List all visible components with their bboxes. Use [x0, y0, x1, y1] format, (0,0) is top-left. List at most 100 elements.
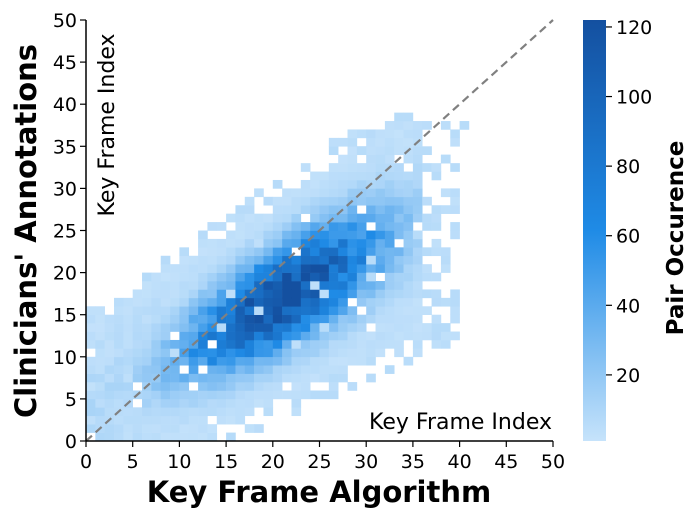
heatmap-cell: [356, 129, 367, 139]
heatmap-cell: [375, 154, 386, 164]
heatmap-cell: [142, 407, 152, 417]
heatmap-cell: [328, 382, 339, 391]
heatmap-cell: [375, 188, 386, 198]
heatmap-cell: [338, 373, 348, 383]
heatmap-cell: [95, 314, 105, 324]
heatmap-cell: [104, 407, 115, 417]
heatmap-cell: [282, 331, 292, 341]
x-tick-label: 25: [307, 451, 331, 473]
heatmap-cell: [254, 331, 264, 341]
heatmap-cell: [226, 230, 236, 240]
x-tick-label: 20: [261, 451, 285, 473]
heatmap-cell: [207, 356, 218, 366]
heatmap-cell: [412, 171, 423, 181]
heatmap-cell: [375, 281, 386, 290]
heatmap-cell: [216, 289, 227, 299]
heatmap-cell: [403, 188, 414, 198]
heatmap-cell: [179, 272, 190, 282]
heatmap-cell: [244, 213, 255, 223]
heatmap-cell: [338, 314, 348, 324]
heatmap-cell: [300, 255, 311, 265]
heatmap-cell: [291, 264, 302, 273]
heatmap-cell: [179, 415, 190, 425]
heatmap-cell: [244, 323, 255, 332]
heatmap-cell: [198, 238, 208, 248]
heatmap-cell: [328, 348, 339, 358]
colorbar: 20 40 60 80 100 120: [583, 17, 652, 441]
heatmap-cell: [216, 247, 227, 257]
heatmap-cell: [244, 264, 255, 273]
heatmap-cell: [422, 121, 432, 130]
heatmap-cell: [366, 348, 376, 358]
heatmap-cell: [263, 390, 274, 400]
heatmap-cell: [272, 297, 283, 307]
colorbar-title: Pair Occurence: [663, 141, 689, 336]
heatmap-cell: [291, 407, 302, 417]
heatmap-cell: [328, 272, 339, 282]
heatmap-cell: [347, 281, 358, 290]
heatmap-cell: [207, 382, 218, 391]
heatmap-cell: [170, 382, 180, 391]
heatmap-cell: [310, 306, 320, 315]
heatmap-cell: [114, 373, 124, 383]
heatmap-cell: [412, 196, 423, 206]
heatmap-cell: [319, 323, 330, 332]
heatmap-cell: [123, 424, 133, 433]
heatmap-cell: [226, 314, 236, 324]
heatmap-cell: [272, 356, 283, 366]
heatmap-cell: [328, 238, 339, 248]
heatmap-cell: [300, 272, 311, 282]
heatmap-cell: [263, 365, 274, 374]
heatmap-cell: [384, 179, 395, 189]
heatmap-cell: [375, 331, 386, 341]
heatmap-cell: [179, 264, 190, 273]
heatmap-cell: [403, 255, 414, 265]
heatmap-cell: [95, 415, 105, 425]
heatmap-cell: [431, 163, 442, 172]
heatmap-cell: [347, 247, 358, 257]
heatmap-cell: [95, 390, 105, 400]
heatmap-cell: [179, 373, 190, 383]
heatmap-cell: [95, 348, 105, 358]
heatmap-cell: [328, 247, 339, 257]
heatmap-cell: [319, 255, 330, 265]
heatmap-cell: [282, 390, 292, 400]
heatmap-cell: [403, 272, 414, 282]
heatmap-cell: [412, 121, 423, 130]
heatmap-cell: [394, 137, 404, 147]
heatmap-cell: [384, 339, 395, 349]
heatmap-cell: [356, 230, 367, 240]
heatmap-cell: [347, 230, 358, 240]
heatmap-cell: [403, 306, 414, 315]
heatmap-cell: [263, 323, 274, 332]
heatmap-cell: [123, 390, 133, 400]
heatmap-cell: [160, 297, 171, 307]
heatmap-cell: [412, 129, 423, 139]
heatmap-cell: [375, 230, 386, 240]
heatmap-cell: [412, 247, 423, 257]
heatmap-cell: [282, 314, 292, 324]
heatmap-cell: [291, 390, 302, 400]
heatmap-cell: [142, 373, 152, 383]
heatmap-cell: [179, 281, 190, 290]
heatmap-cell: [338, 247, 348, 257]
heatmap-cell: [114, 365, 124, 374]
heatmap-cell: [114, 424, 124, 433]
heatmap-cell: [188, 373, 199, 383]
heatmap-cell: [216, 382, 227, 391]
heatmap-cell: [328, 179, 339, 189]
heatmap-cell: [104, 339, 115, 349]
heatmap-cell: [328, 373, 339, 383]
heatmap-cell: [300, 331, 311, 341]
heatmap-cell: [403, 289, 414, 299]
heatmap-cell: [254, 213, 264, 223]
heatmap-cell: [254, 264, 264, 273]
heatmap-cell: [431, 331, 442, 341]
heatmap-cell: [235, 398, 246, 408]
heatmap-cell: [207, 297, 218, 307]
heatmap-cell: [310, 289, 320, 299]
heatmap-cell: [207, 424, 218, 433]
heatmap-cell: [226, 398, 236, 408]
heatmap-cell: [216, 415, 227, 425]
heatmap-cell: [384, 154, 395, 164]
